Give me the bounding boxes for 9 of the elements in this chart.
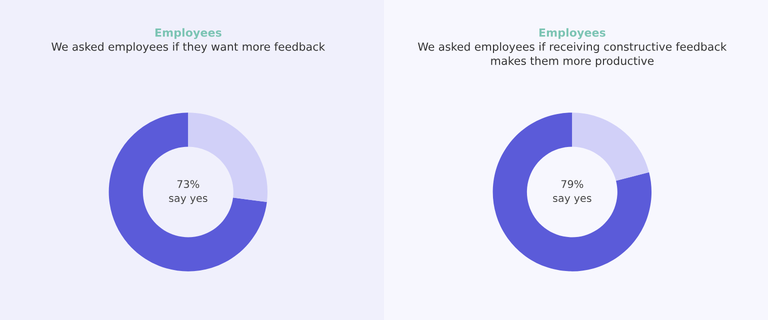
chart-subtitle: We asked employees if receiving constructive feedback makes them more productive xyxy=(418,42,727,68)
chart-subtitle: We asked employees if they want more feedback xyxy=(52,42,326,53)
chart-title: Employees xyxy=(155,28,222,40)
text: 73% say yes xyxy=(169,180,208,204)
donut-slice xyxy=(492,112,652,272)
text: 79% say yes xyxy=(553,180,592,204)
donut-slice xyxy=(108,112,267,272)
donut-slice xyxy=(572,112,650,181)
chart-title: Employees xyxy=(539,28,606,40)
